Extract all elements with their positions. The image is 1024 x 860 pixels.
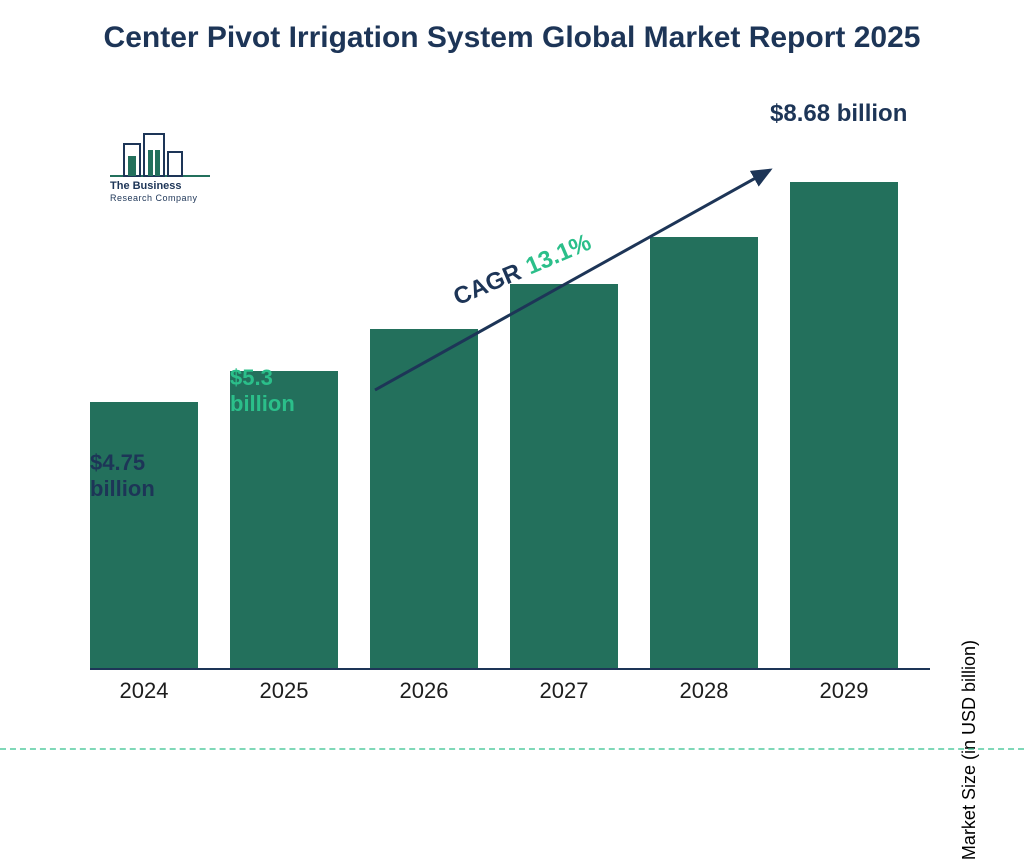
x-label-2028: 2028 [650, 678, 758, 704]
chart-area: $4.75 billion $5.3 billion $8.68 billion… [90, 110, 930, 700]
chart-title: Center Pivot Irrigation System Global Ma… [0, 0, 1024, 57]
y-axis-label: Market Size (in USD billion) [959, 640, 980, 860]
footer-divider [0, 748, 1024, 750]
x-label-2026: 2026 [370, 678, 478, 704]
x-label-2029: 2029 [790, 678, 898, 704]
x-label-2024: 2024 [90, 678, 198, 704]
trend-arrow-icon [90, 110, 930, 670]
x-label-2025: 2025 [230, 678, 338, 704]
x-label-2027: 2027 [510, 678, 618, 704]
